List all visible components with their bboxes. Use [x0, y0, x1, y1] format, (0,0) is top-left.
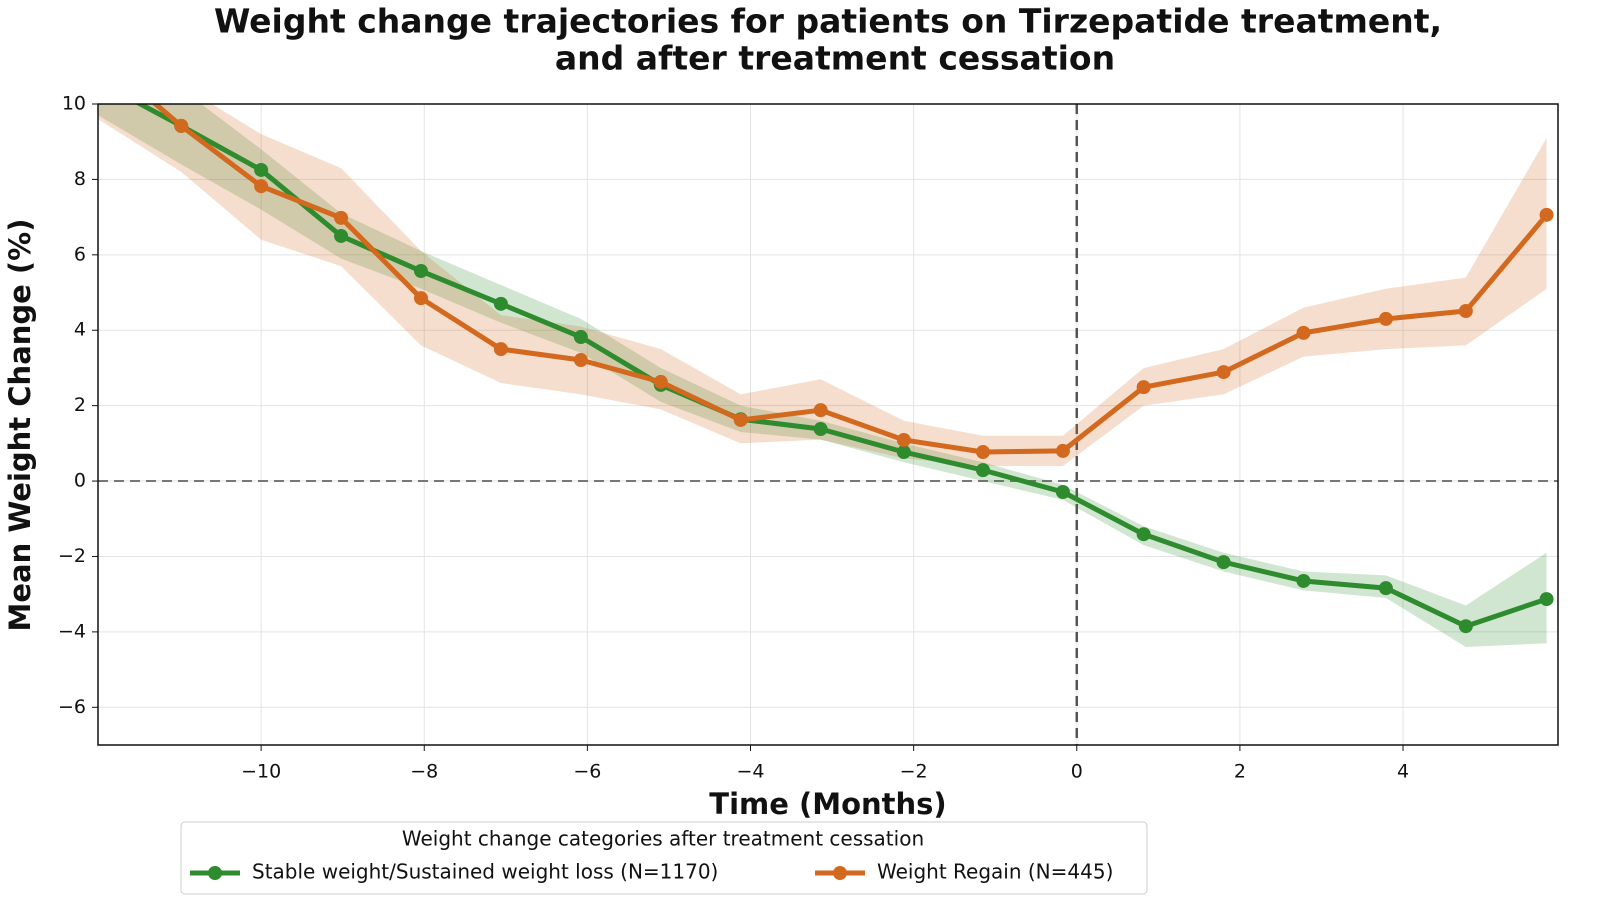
y-tick-label: 6 [74, 243, 86, 265]
data-point [1296, 573, 1311, 588]
y-tick-label: 4 [74, 319, 86, 341]
data-point [1458, 619, 1473, 634]
legend-label: Weight Regain (N=445) [877, 860, 1113, 884]
data-point [493, 342, 508, 357]
data-point [975, 445, 990, 460]
x-tick-label: −10 [241, 761, 281, 783]
data-point [975, 463, 990, 478]
x-tick-label: −6 [573, 761, 601, 783]
data-point [1055, 443, 1070, 458]
data-point [1216, 365, 1231, 380]
confidence-band [98, 104, 1547, 466]
data-point [1296, 325, 1311, 340]
data-point [1458, 304, 1473, 319]
data-point [1136, 380, 1151, 395]
data-point [1216, 555, 1231, 570]
x-tick-label: 2 [1234, 761, 1246, 783]
data-point [896, 432, 911, 447]
data-point [896, 445, 911, 460]
legend-swatch [833, 866, 847, 880]
legend-swatch [208, 866, 222, 880]
data-point [1539, 207, 1554, 222]
legend-title: Weight change categories after treatment… [402, 827, 924, 851]
data-point [733, 412, 748, 427]
data-point [334, 228, 349, 243]
data-point [1378, 581, 1393, 596]
data-point [254, 179, 269, 194]
x-tick-label: 0 [1071, 761, 1083, 783]
ticks: −10 −8 −6 −4 −2 0 2 4 −6 −4 −2 0 2 4 6 8 10 [58, 93, 1409, 783]
legend-box [180, 821, 1148, 895]
x-axis-label: Time (Months) [709, 787, 946, 821]
y-tick-label: 8 [74, 168, 86, 190]
y-axis-label: Mean Weight Change (%) [3, 219, 37, 632]
data-point [653, 374, 668, 389]
data-point [91, 74, 105, 88]
data-point [254, 162, 269, 177]
data-point [573, 353, 588, 368]
data-point [91, 48, 105, 62]
data-point [174, 118, 189, 133]
data-point [1136, 527, 1151, 542]
legend-label: Stable weight/Sustained weight loss (N=1… [252, 860, 718, 884]
legend: Weight change categories after treatment… [180, 821, 1148, 895]
x-tick-label: −4 [737, 761, 765, 783]
y-tick-label: −2 [58, 545, 86, 567]
data-point [1378, 311, 1393, 326]
y-tick-label: 10 [62, 93, 86, 115]
data-point [813, 403, 828, 418]
axes-frame [97, 103, 1559, 746]
data-point [334, 210, 349, 225]
x-tick-label: 4 [1397, 761, 1409, 783]
y-tick-label: 0 [74, 470, 86, 492]
chart-title: Weight change trajectories for patients … [214, 2, 1442, 41]
data-point [413, 291, 428, 306]
data-point [813, 422, 828, 437]
data-point [1539, 592, 1554, 607]
x-tick-label: −2 [900, 761, 928, 783]
data-point [1055, 484, 1070, 499]
y-tick-label: 2 [74, 394, 86, 416]
plot-area [91, 48, 1558, 745]
x-tick-label: −8 [410, 761, 438, 783]
y-tick-label: −6 [58, 696, 86, 718]
data-point [413, 264, 428, 279]
y-tick-label: −4 [58, 620, 86, 642]
data-point [573, 330, 588, 345]
data-point [493, 296, 508, 311]
chart-title: and after treatment cessation [555, 39, 1115, 78]
